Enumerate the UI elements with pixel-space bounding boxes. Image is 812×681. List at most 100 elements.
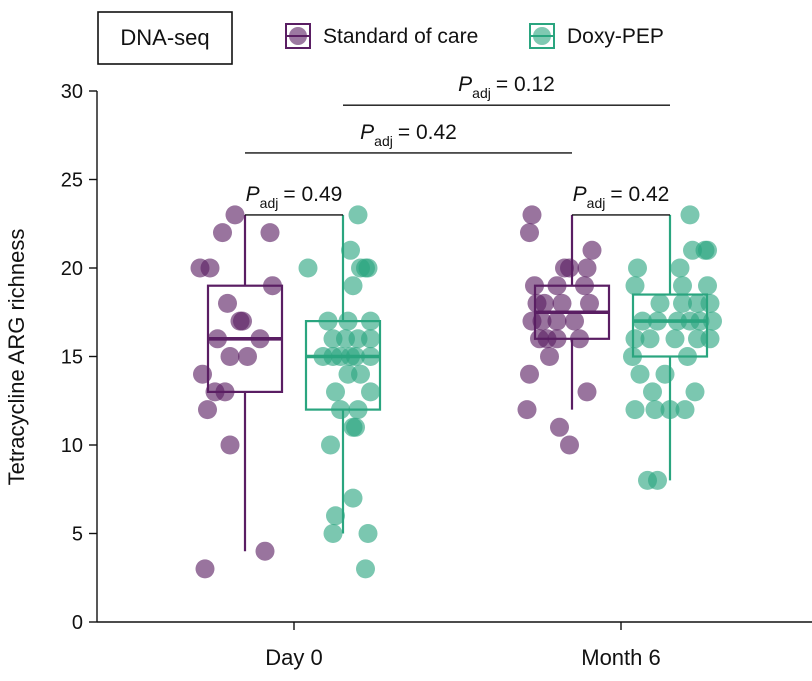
comparison-label: Padj = 0.49 [246, 183, 343, 211]
comparison-label: Padj = 0.42 [573, 183, 670, 211]
data-point [698, 240, 717, 260]
data-point [670, 258, 690, 278]
data-point [660, 400, 680, 420]
data-point [625, 400, 645, 420]
box [304, 320, 382, 411]
data-point [535, 293, 554, 313]
data-point [643, 382, 662, 402]
y-tick-label: 25 [61, 170, 83, 192]
data-point [648, 470, 667, 490]
legend-item-doxy-pep: Doxy-PEP [529, 23, 664, 49]
data-point [356, 559, 375, 579]
data-point [685, 382, 705, 402]
data-point [298, 258, 318, 278]
data-point [326, 506, 345, 526]
data-point [220, 435, 240, 455]
data-point [628, 258, 647, 278]
data-point [260, 223, 280, 243]
legend-label-standard-of-care: Standard of care [323, 25, 478, 48]
data-point [346, 417, 365, 437]
data-point [361, 382, 380, 402]
data-point [673, 293, 692, 313]
data-point [358, 258, 378, 278]
data-point [552, 293, 572, 313]
data-point [560, 258, 579, 278]
y-tick-label: 5 [72, 524, 83, 546]
y-tick-label: 15 [61, 347, 83, 369]
legend-swatch-dot [289, 27, 307, 45]
data-point [323, 524, 343, 543]
legend-item-standard-of-care: Standard of care [285, 23, 478, 49]
data-point [625, 276, 645, 296]
y-axis-label: Tetracycline ARG richness [4, 229, 29, 486]
data-point [665, 329, 685, 349]
data-point [673, 276, 692, 296]
data-point [560, 435, 579, 455]
data-point [540, 347, 559, 366]
data-point [532, 311, 552, 331]
data-point [675, 400, 695, 420]
data-point [680, 205, 700, 225]
panel-label: DNA-seq [97, 11, 233, 65]
data-point [547, 311, 567, 331]
data-point [698, 276, 717, 296]
data-point [200, 258, 220, 278]
y-tick-label: 20 [61, 258, 83, 280]
legend-swatch-box [529, 23, 555, 49]
legend-swatch-dot [533, 27, 551, 45]
data-point [343, 276, 363, 296]
data-point [625, 329, 645, 349]
data-point [326, 382, 345, 402]
comparison-label: Padj = 0.42 [360, 121, 457, 149]
data-point [520, 223, 539, 243]
data-point [630, 364, 650, 384]
data-point [582, 240, 602, 260]
data-point [358, 524, 378, 543]
boxes [206, 284, 709, 411]
comparison-label: Padj = 0.12 [458, 73, 555, 101]
data-point [700, 329, 720, 349]
data-point [238, 347, 257, 366]
data-point [218, 293, 237, 313]
y-tick-label: 10 [61, 435, 83, 457]
legend: Standard of care Doxy-PEP [285, 23, 664, 49]
data-point [577, 382, 597, 402]
data-point [351, 364, 370, 384]
data-point [580, 293, 599, 313]
data-point [520, 364, 539, 384]
y-tick-label: 30 [61, 81, 83, 103]
data-point [565, 311, 584, 331]
data-point [348, 205, 368, 225]
box [631, 293, 709, 358]
data-point [361, 329, 380, 349]
data-point [321, 435, 340, 455]
data-point [225, 205, 245, 225]
data-point [640, 329, 660, 349]
data-point [577, 258, 597, 278]
data-point [343, 488, 363, 508]
data-point [193, 364, 212, 384]
data-point [522, 205, 542, 225]
legend-label-doxy-pep: Doxy-PEP [567, 25, 664, 48]
data-point [517, 400, 537, 420]
axes: 0 5 10 15 20 25 30 Day 0 Month 6 [61, 81, 812, 670]
data-point [550, 417, 569, 437]
panel-label-text: DNA-seq [120, 25, 209, 50]
y-tick-label: 0 [72, 612, 83, 634]
data-point [255, 541, 275, 561]
legend-swatch-box [285, 23, 311, 49]
data-point [220, 347, 240, 366]
data-point [341, 240, 360, 260]
data-point [700, 293, 720, 313]
data-point [650, 293, 670, 313]
data-points [190, 205, 722, 579]
data-point [233, 311, 252, 331]
data-point [195, 559, 215, 579]
data-point [198, 400, 217, 420]
data-point [655, 364, 675, 384]
x-tick-label: Month 6 [581, 645, 661, 670]
x-tick-label: Day 0 [265, 645, 322, 670]
data-point [213, 223, 232, 243]
data-point [645, 400, 665, 420]
